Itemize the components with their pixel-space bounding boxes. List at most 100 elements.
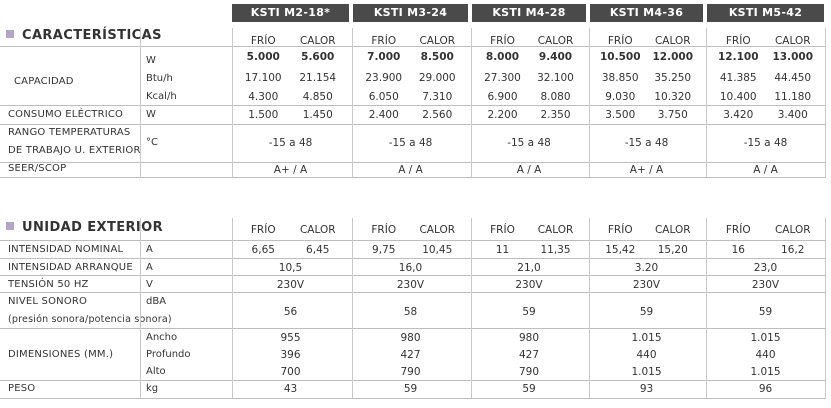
dim-profundo-value: 440 — [755, 349, 776, 361]
mode-calor-label: CALOR — [537, 224, 574, 236]
mode-calor-label: CALOR — [419, 224, 456, 236]
row-divider — [0, 240, 825, 241]
cap-btu-frio: 17.100 — [244, 72, 282, 84]
consumo-frio: 3.500 — [605, 109, 636, 121]
tension-value: 230V — [632, 279, 661, 291]
row-divider — [0, 398, 825, 399]
consumo-calor: 3.750 — [657, 109, 688, 121]
intensidad-nominal-label: INTENSIDAD NOMINAL — [8, 244, 124, 255]
column-divider — [706, 28, 707, 178]
mode-frio-label: FRÍO — [371, 35, 397, 47]
unit-kg: kg — [146, 383, 159, 394]
rango-value: -15 a 48 — [624, 137, 669, 149]
capacidad-label: CAPACIDAD — [14, 76, 74, 87]
tension-label: TENSIÓN 50 HZ — [8, 279, 89, 290]
column-divider — [825, 28, 826, 178]
consumo-frio: 1.500 — [248, 109, 279, 121]
consumo-frio: 3.420 — [723, 109, 754, 121]
dimensiones-label: DIMENSIONES (MM.) — [8, 349, 114, 360]
mode-frio-label: FRÍO — [371, 224, 397, 236]
seer-label: SEER/SCOP — [8, 163, 67, 174]
dim-ancho-value: 980 — [518, 332, 540, 344]
row-divider — [0, 275, 825, 276]
row-divider — [0, 258, 825, 259]
tension-value: 230V — [276, 279, 305, 291]
mode-frio-label: FRÍO — [607, 35, 633, 47]
intensidad-calor: 16,2 — [781, 244, 805, 256]
column-divider — [471, 218, 472, 399]
section-caracteristicas-title: CARACTERÍSTICAS — [6, 28, 162, 43]
cap-btu-calor: 44.450 — [774, 72, 812, 84]
rango-label-line1: RANGO TEMPERATURAS — [8, 127, 131, 138]
mode-frio-label: FRÍO — [725, 224, 751, 236]
cap-kcal-calor: 7.310 — [422, 91, 453, 103]
peso-value: 96 — [758, 383, 773, 395]
intensidad-calor: 10,45 — [422, 244, 453, 256]
consumo-label: CONSUMO ELÉCTRICO — [8, 109, 124, 120]
seer-value: A / A — [516, 164, 542, 176]
column-divider — [471, 28, 472, 178]
bullet-square-icon — [6, 222, 14, 230]
unit-a-arranque: A — [146, 262, 153, 273]
row-divider — [0, 46, 825, 47]
unit-celsius: °C — [146, 137, 158, 148]
seer-value: A / A — [398, 164, 423, 176]
consumo-calor: 3.400 — [777, 109, 808, 121]
nivel-sonoro-value: 56 — [283, 306, 298, 318]
nivel-sonoro-label: NIVEL SONORO — [8, 296, 88, 307]
cap-btu-frio: 41.385 — [719, 72, 757, 84]
dim-profundo-value: 427 — [518, 349, 540, 361]
row-divider — [0, 177, 825, 178]
unit-w: W — [146, 55, 156, 66]
consumo-frio: 2.400 — [368, 109, 399, 121]
dim-alto-value: 790 — [518, 366, 540, 378]
arranque-value: 3.20 — [634, 262, 659, 274]
arranque-value: 16,0 — [398, 262, 423, 274]
intensidad-arranque-label: INTENSIDAD ARRANQUE — [8, 262, 133, 273]
arranque-value: 23,0 — [753, 262, 778, 274]
nivel-sonoro-sublabel: (presión sonora/potencia sonora) — [8, 314, 172, 325]
seer-value: A+ / A — [273, 164, 308, 176]
dim-alto-value: 1.015 — [750, 366, 781, 378]
cap-kcal-calor: 4.850 — [302, 91, 333, 103]
consumo-calor: 2.350 — [540, 109, 571, 121]
row-divider — [0, 162, 825, 163]
dim-ancho-value: 980 — [400, 332, 421, 344]
row-divider — [0, 105, 825, 106]
mode-calor-label: CALOR — [537, 35, 574, 47]
consumo-calor: 2.560 — [422, 109, 453, 121]
cap-btu-calor: 32.100 — [537, 72, 574, 84]
seer-value: A / A — [753, 164, 778, 176]
column-divider — [352, 218, 353, 399]
dim-alto-label: Alto — [146, 366, 166, 377]
cap-w-calor: 9.400 — [538, 51, 573, 63]
cap-kcal-frio: 6.050 — [368, 91, 399, 103]
tension-value: 230V — [515, 279, 543, 291]
mode-frio-label: FRÍO — [607, 224, 633, 236]
model-header: KSTI M3-24 — [353, 4, 468, 22]
dim-ancho-label: Ancho — [146, 332, 178, 343]
arranque-value: 21,0 — [517, 262, 541, 274]
model-header: KSTI M2-18* — [232, 4, 349, 22]
mode-calor-label: CALOR — [774, 35, 811, 47]
cap-kcal-frio: 4.300 — [248, 91, 279, 103]
dim-alto-value: 700 — [280, 366, 301, 378]
intensidad-frio: 15,42 — [605, 244, 636, 256]
consumo-frio: 2.200 — [487, 109, 518, 121]
unit-consumo-w: W — [146, 109, 156, 120]
row-divider — [0, 328, 825, 329]
mode-frio-label: FRÍO — [490, 35, 515, 47]
dim-ancho-value: 955 — [280, 332, 301, 344]
cap-w-frio: 7.000 — [367, 51, 401, 63]
cap-w-frio: 8.000 — [485, 51, 520, 63]
model-header: KSTI M4-28 — [472, 4, 586, 22]
row-divider — [0, 124, 825, 125]
seer-value: A+ / A — [629, 164, 664, 176]
dim-profundo-value: 396 — [280, 349, 301, 361]
cap-btu-frio: 23.900 — [365, 72, 403, 84]
unit-kcalh: Kcal/h — [146, 91, 177, 102]
cap-kcal-frio: 9.030 — [605, 91, 636, 103]
rango-label-line2: DE TRABAJO U. EXTERIOR — [8, 145, 141, 156]
arranque-value: 10,5 — [278, 262, 303, 274]
peso-value: 59 — [522, 383, 536, 395]
